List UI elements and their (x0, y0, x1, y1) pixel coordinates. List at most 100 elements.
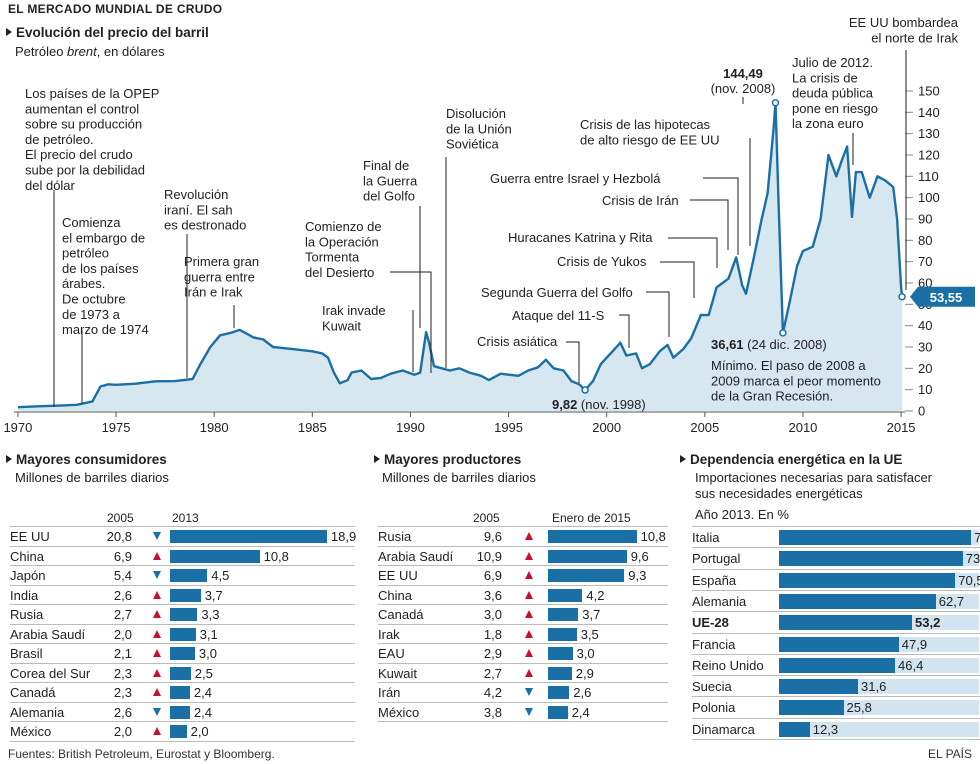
row-name: Corea del Sur (10, 665, 91, 681)
row-2005-value: 3,0 (483, 607, 502, 622)
trend-up-icon (153, 727, 161, 735)
row-rule (378, 623, 668, 625)
annotation-13-line-0: Crisis de Irán (602, 193, 679, 208)
consumers-title-text: Mayores consumidores (16, 452, 167, 467)
row-name: China (10, 548, 44, 564)
annotation-4-line-3: del Desierto (305, 265, 374, 280)
x-tick-label-2000: 2000 (592, 420, 621, 435)
annotation-0-line-3: de petróleo. (25, 132, 94, 147)
annotation-18-line-0: Mínimo. El paso de 2008 a (711, 358, 866, 373)
table-row: EAU 2,9 3,0 (378, 644, 668, 663)
row-2005-value: 2,3 (113, 665, 132, 681)
bar-value-label: 2,9 (575, 665, 594, 681)
price-area-chart: 1970 1975 1980 1985 1990 1995 2000 2005 2010 2015… (3, 15, 975, 435)
y-tick-label-100: 100 (918, 190, 940, 205)
bar-value-label: 18,9 (330, 529, 357, 544)
main-chart-subtitle: Petróleo brent, en dólares (15, 44, 165, 59)
annotation-leader-14 (703, 177, 739, 255)
table-row: India 2,6 3,7 (10, 586, 355, 605)
bar (779, 615, 912, 631)
trend-down-icon (153, 707, 161, 716)
price-line (17, 101, 904, 409)
row-rule (692, 547, 980, 549)
bar-value-label: 3,0 (576, 646, 595, 661)
row-rule (692, 717, 980, 719)
table-row: México 3,8 2,4 (378, 703, 668, 722)
row-2005-value: 2,7 (483, 665, 502, 681)
row-name: Portugal (692, 551, 741, 567)
row-rule (10, 643, 355, 644)
annotation-16-line-1: La crisis de (792, 70, 858, 85)
y-tick-label-110: 110 (918, 169, 939, 184)
trend-down-icon (525, 688, 533, 696)
row-rule (378, 545, 668, 547)
annotation-leader-4 (390, 271, 432, 373)
bar (779, 657, 895, 673)
annotation-1-line-0: Comienza (62, 215, 121, 230)
row-name: UE-28 (692, 615, 729, 631)
bar-value-label: 9,3 (628, 568, 647, 583)
bar (779, 636, 899, 652)
row-name: Irak (378, 626, 400, 642)
row-name: Italia (692, 530, 720, 545)
annotation-0-line-4: El precio del crudo (25, 147, 133, 162)
x-tick-label-2005: 2005 (690, 420, 719, 435)
credit: EL PAÍS (928, 747, 973, 761)
bar-value-label: 2,4 (193, 685, 212, 700)
annotation-7-line-1: de la Unión (446, 121, 512, 136)
bar-value-label: 62,7 (938, 593, 965, 609)
trend-up-icon (153, 629, 161, 638)
last-value-marker (898, 293, 906, 301)
annotation-1-line-4: árabes. (62, 276, 105, 291)
annotation-6-line-0: Final de (363, 158, 409, 173)
annotation-3-line-1: guerra entre (184, 269, 255, 284)
bar-value-label: 3,5 (580, 626, 599, 642)
annotation-1-line-3: de los países (62, 261, 139, 276)
table-top-rule (378, 526, 668, 527)
row-name: Arabia Saudí (10, 626, 86, 642)
trend-up-icon (525, 551, 533, 560)
trend-up-icon (153, 590, 161, 599)
row-rule (692, 568, 980, 570)
row-rule (10, 545, 355, 547)
table-row: Irán 4,2 2,6 (378, 683, 668, 702)
table-row: Rusia 9,6 10,8 (378, 527, 668, 546)
annotation-2-line-0: Revolución (164, 187, 228, 202)
annotation-12-line-0: Huracanes Katrina y Rita (508, 230, 653, 245)
producers-title-text: Mayores productores (384, 452, 522, 467)
row-name: Alemania (692, 593, 747, 609)
trend-down-icon (525, 707, 533, 716)
table-row: Francia 47,9 (692, 634, 980, 655)
annotation-15-line-0: Crisis de las hipotecas (580, 117, 711, 132)
consumers-col-2005: 2005 (107, 511, 134, 525)
row-rule (378, 643, 668, 644)
trend-up-icon (525, 571, 533, 579)
min2008-value-label: 36,61 (24 dic. 2008) (711, 337, 827, 352)
bar (170, 569, 208, 582)
bullet-icon (680, 455, 686, 463)
row-name: Suecia (692, 679, 732, 695)
bar-value-label: 3,3 (201, 607, 220, 622)
annotation-4-line-1: la Operación (305, 234, 379, 249)
producers-col-2005: 2005 (473, 511, 500, 525)
row-name: Reino Unido (692, 657, 764, 673)
row-2005-value: 20,8 (106, 529, 132, 544)
min1998-date-label: (nov. 1998) (577, 397, 645, 412)
annotation-0-line-1: aumentan el control (25, 101, 139, 116)
table-row: Suecia 31,6 (692, 676, 980, 697)
bar (170, 686, 190, 699)
bar (170, 549, 260, 563)
row-rule (10, 662, 355, 664)
x-tick-label-1975: 1975 (102, 420, 131, 435)
y-tick-label-70: 70 (918, 254, 932, 269)
table-row: Canadá 2,3 2,4 (10, 683, 355, 702)
row-rule (692, 653, 980, 655)
row-rule (378, 662, 668, 664)
row-name: Canadá (378, 607, 424, 622)
bullet-icon (6, 455, 12, 463)
y-tick-label-60: 60 (918, 276, 932, 291)
table-row: Arabia Saudí 10,9 9,6 (378, 547, 668, 566)
table-row: Brasil 2,1 3,0 (10, 644, 355, 663)
bar (548, 686, 570, 699)
row-rule (692, 589, 980, 591)
